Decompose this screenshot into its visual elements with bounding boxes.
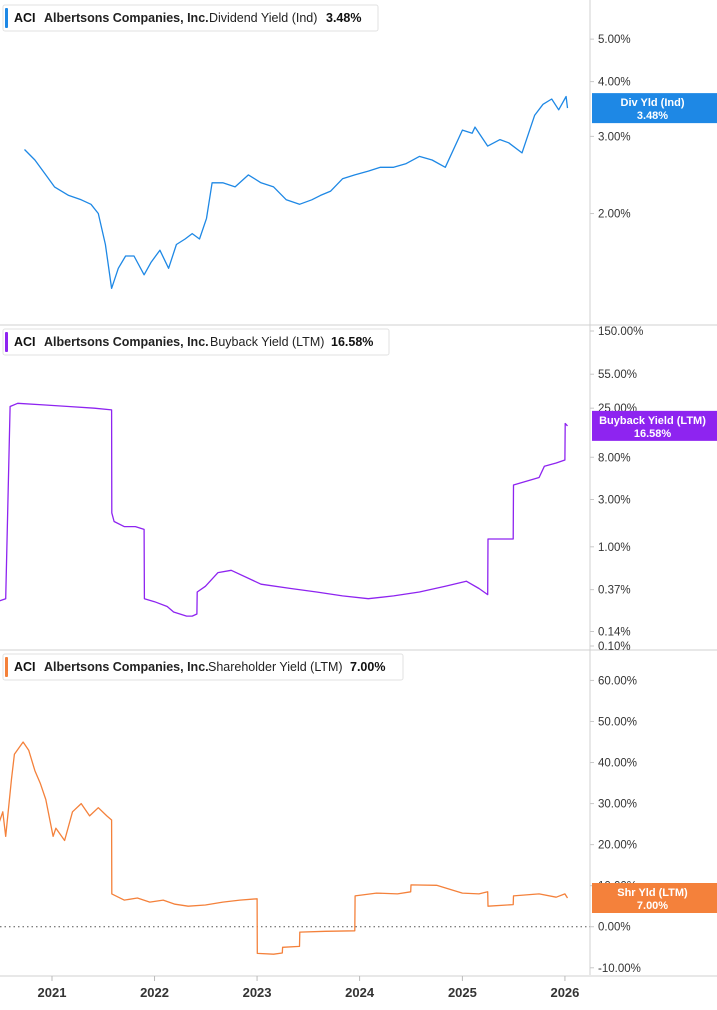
y-tick-label: 40.00% — [598, 758, 637, 770]
legend-color-swatch — [5, 8, 8, 28]
x-tick-label: 2023 — [243, 985, 272, 1000]
value-badge-1: Div Yld (Ind)3.48% — [592, 93, 717, 124]
y-tick-label: 3.00% — [598, 495, 631, 507]
y-tick-label: 55.00% — [598, 369, 637, 381]
legend-current-value: 7.00% — [350, 660, 385, 674]
y-tick-label: 60.00% — [598, 675, 637, 687]
x-tick-label: 2024 — [345, 985, 375, 1000]
legend-metric-title: Buyback Yield (LTM) — [210, 335, 324, 349]
legend-ticker: ACI — [14, 660, 36, 674]
badge-value: 7.00% — [637, 900, 668, 912]
badge-bg — [592, 93, 717, 124]
x-tick-label: 2026 — [550, 985, 579, 1000]
badge-value: 16.58% — [634, 428, 672, 440]
legend-company: Albertsons Companies, Inc. — [44, 11, 209, 25]
legend-company: Albertsons Companies, Inc. — [44, 660, 209, 674]
series-line-2 — [0, 402, 568, 617]
badge-bg — [592, 410, 717, 441]
value-badge-2: Buyback Yield (LTM)16.58% — [592, 410, 717, 441]
badge-value: 3.48% — [637, 110, 668, 122]
y-tick-label: 8.00% — [598, 452, 631, 464]
badge-label: Shr Yld (LTM) — [617, 887, 688, 899]
value-badge-3: Shr Yld (LTM)7.00% — [592, 883, 717, 913]
y-tick-label: 0.10% — [598, 641, 631, 653]
y-tick-label: 1.00% — [598, 542, 631, 554]
legend-current-value: 3.48% — [326, 11, 361, 25]
legend-metric-title: Dividend Yield (Ind) — [209, 11, 317, 25]
y-tick-label: 0.14% — [598, 627, 631, 639]
y-tick-label: 0.37% — [598, 585, 631, 597]
y-tick-label: 20.00% — [598, 840, 637, 852]
badge-label: Buyback Yield (LTM) — [599, 415, 706, 427]
y-tick-label: 5.00% — [598, 34, 631, 46]
badge-bg — [592, 883, 717, 913]
legend-1[interactable]: ACI Albertsons Companies, Inc. Dividend Yi… — [2, 4, 379, 32]
legend-2[interactable]: ACI Albertsons Companies, Inc. Buyback Yie… — [2, 328, 390, 356]
legend-metric-title: Shareholder Yield (LTM) — [208, 660, 343, 674]
y-tick-label: 150.00% — [598, 326, 643, 338]
legend-color-swatch — [5, 332, 8, 352]
legend-color-swatch — [5, 657, 8, 677]
y-tick-label: 3.00% — [598, 131, 631, 143]
y-tick-label: 50.00% — [598, 716, 637, 728]
x-tick-label: 2021 — [38, 985, 67, 1000]
legend-ticker: ACI — [14, 11, 36, 25]
legend-3[interactable]: ACI Albertsons Companies, Inc. Shareholder… — [2, 653, 404, 681]
y-tick-label: -10.00% — [598, 963, 641, 975]
series-line-1 — [24, 95, 569, 290]
y-tick-label: 2.00% — [598, 209, 631, 221]
legend-company: Albertsons Companies, Inc. — [44, 335, 209, 349]
y-tick-label: 30.00% — [598, 799, 637, 811]
y-tick-label: 0.00% — [598, 922, 631, 934]
legend-box — [2, 653, 404, 681]
x-tick-label: 2022 — [140, 985, 169, 1000]
legend-box — [2, 328, 390, 356]
legend-box — [2, 4, 379, 32]
badge-label: Div Yld (Ind) — [621, 97, 685, 109]
legend-ticker: ACI — [14, 335, 36, 349]
x-tick-label: 2025 — [448, 985, 477, 1000]
legend-current-value: 16.58% — [331, 335, 373, 349]
y-tick-label: 4.00% — [598, 77, 631, 89]
series-line-3 — [0, 741, 569, 955]
